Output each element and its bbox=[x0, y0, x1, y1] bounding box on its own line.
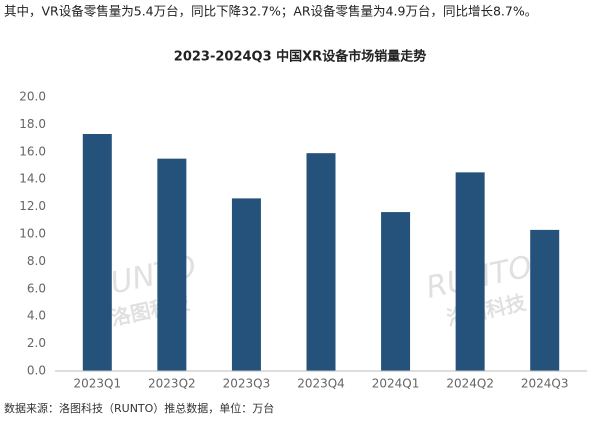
bar bbox=[455, 172, 485, 371]
y-tick-label: 2.0 bbox=[27, 336, 46, 350]
y-tick-label: 8.0 bbox=[27, 254, 46, 268]
bar bbox=[157, 158, 187, 371]
y-tick-label: 0.0 bbox=[27, 364, 46, 378]
source-note: 数据来源：洛图科技（RUNTO）推总数据，单位：万台 bbox=[4, 401, 274, 415]
bar bbox=[530, 229, 560, 371]
bar bbox=[306, 153, 336, 371]
x-tick-label: 2024Q1 bbox=[372, 377, 420, 391]
x-tick-label: 2023Q4 bbox=[297, 377, 345, 391]
y-tick-label: 10.0 bbox=[19, 227, 46, 241]
bar bbox=[381, 212, 411, 371]
intro-text: 其中，VR设备零售量为5.4万台，同比下降32.7%；AR设备零售量为4.9万台… bbox=[4, 4, 537, 19]
x-tick-label: 2023Q3 bbox=[223, 377, 271, 391]
y-tick-label: 18.0 bbox=[19, 117, 46, 131]
y-tick-label: 12.0 bbox=[19, 199, 46, 213]
bar bbox=[231, 198, 261, 371]
x-tick-label: 2024Q2 bbox=[446, 377, 494, 391]
y-tick-label: 16.0 bbox=[19, 144, 46, 158]
y-tick-label: 14.0 bbox=[19, 172, 46, 186]
chart-title: 2023-2024Q3 中国XR设备市场销量走势 bbox=[174, 49, 426, 65]
y-tick-label: 20.0 bbox=[19, 90, 46, 104]
x-tick-label: 2023Q1 bbox=[73, 377, 121, 391]
y-tick-label: 6.0 bbox=[27, 281, 46, 295]
bar bbox=[82, 133, 112, 371]
x-tick-label: 2023Q2 bbox=[148, 377, 196, 391]
y-tick-label: 4.0 bbox=[27, 309, 46, 323]
x-tick-label: 2024Q3 bbox=[521, 377, 569, 391]
